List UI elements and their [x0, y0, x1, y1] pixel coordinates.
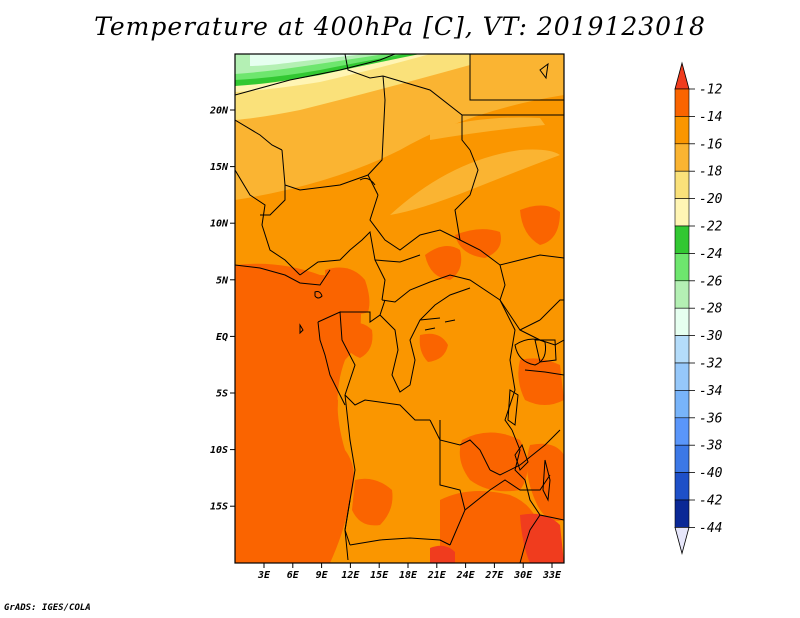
colorbar-swatch — [674, 362, 690, 391]
colorbar-swatch — [674, 390, 690, 419]
colorbar-swatch — [674, 280, 690, 309]
colorbar-label: -34 — [699, 384, 722, 399]
colorbar-label: -16 — [699, 137, 723, 152]
colorbar-label: -24 — [699, 247, 722, 262]
colorbar-swatch — [674, 444, 690, 473]
colorbar-swatch — [674, 417, 690, 446]
colorbar-label: -18 — [699, 165, 723, 180]
colorbar-swatch — [674, 307, 690, 336]
country-borders — [235, 54, 564, 563]
colorbar-label: -12 — [699, 83, 723, 98]
lat-label: 5S — [216, 389, 228, 400]
colorbar: -12 -14 -16 -18 -20 -22 -24 -26 -28 -30 -32 -34 -36 -… — [674, 61, 723, 555]
colorbar-label: -20 — [699, 192, 723, 207]
colorbar-label: -22 — [699, 220, 723, 235]
colorbar-swatch — [674, 225, 690, 254]
lat-label: 10S — [210, 445, 228, 456]
colorbar-swatch — [674, 253, 690, 282]
lon-label: 30E — [513, 570, 533, 581]
colorbar-label: -38 — [699, 439, 723, 454]
lon-label: 33E — [542, 570, 562, 581]
lon-label: 24E — [456, 570, 476, 581]
lat-label: 5N — [216, 275, 229, 286]
colorbar-top-arrow — [674, 61, 690, 90]
temperature-field — [235, 54, 564, 563]
lon-label: 21E — [427, 570, 447, 581]
colorbar-swatch — [674, 499, 690, 528]
lat-label: EQ — [216, 332, 228, 343]
lat-label: 15S — [210, 502, 228, 513]
colorbar-swatch — [674, 198, 690, 227]
colorbar-label: -40 — [699, 466, 723, 481]
lat-label: 10N — [210, 219, 229, 230]
lon-label: 27E — [484, 570, 504, 581]
map-frame — [234, 53, 565, 564]
lon-label: 6E — [287, 570, 300, 581]
colorbar-swatch — [674, 116, 690, 145]
colorbar-label: -44 — [699, 521, 722, 536]
colorbar-swatch — [674, 88, 690, 117]
colorbar-label: -14 — [699, 110, 722, 125]
lon-label: 12E — [341, 570, 360, 581]
colorbar-label: -26 — [699, 274, 723, 289]
colorbar-swatch — [674, 472, 690, 501]
longitude-axis: 3E 6E 9E 12E 15E 18E 21E 24E 27E 30E 33E — [257, 563, 562, 581]
lon-label: 15E — [370, 570, 389, 581]
colorbar-swatch — [674, 143, 690, 172]
lon-label: 18E — [399, 570, 418, 581]
colorbar-label: -42 — [699, 494, 723, 509]
lon-label: 3E — [257, 570, 271, 581]
latitude-axis: 20N 15N 10N 5N EQ 5S 10S 15S — [209, 106, 235, 513]
colorbar-swatch — [674, 335, 690, 364]
lat-label: 15N — [210, 162, 229, 173]
colorbar-label: -32 — [699, 357, 723, 372]
colorbar-bottom-arrow — [674, 527, 690, 555]
grads-credit: GrADS: IGES/COLA — [4, 603, 91, 613]
map-title: Temperature at 400hPa [C], VT: 201912301… — [94, 12, 706, 41]
colorbar-swatch — [674, 170, 690, 199]
lon-label: 9E — [316, 570, 329, 581]
colorbar-label: -30 — [699, 329, 723, 344]
lat-label: 20N — [209, 106, 229, 117]
colorbar-label: -36 — [699, 411, 723, 426]
colorbar-label: -28 — [699, 302, 723, 317]
